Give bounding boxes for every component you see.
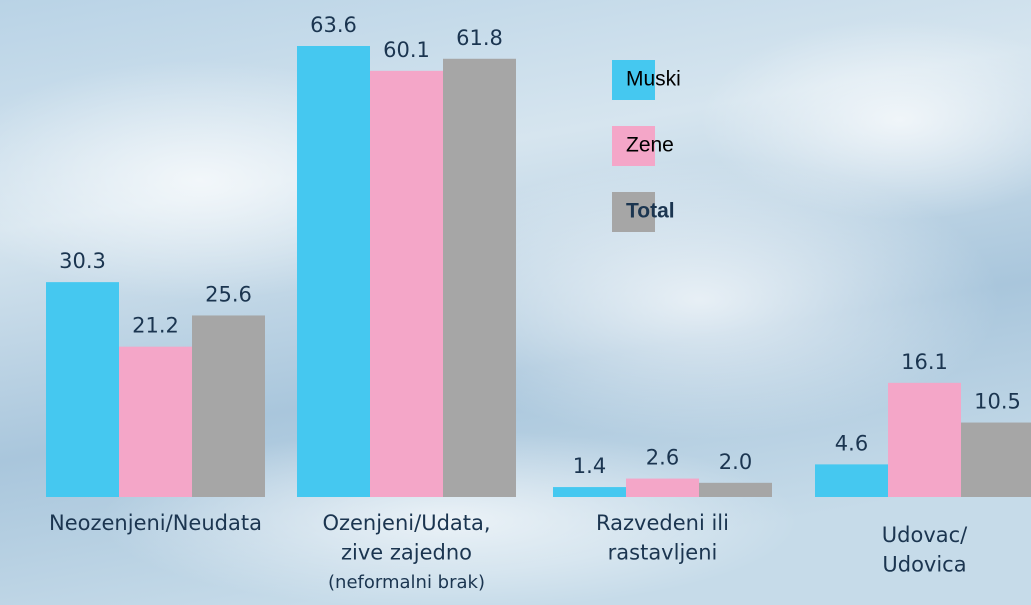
x-tick-label: Neozenjeni/Neudata bbox=[49, 511, 262, 535]
value-label: 2.6 bbox=[646, 446, 679, 470]
bar bbox=[815, 464, 888, 497]
value-label: 30.3 bbox=[59, 249, 106, 273]
bar bbox=[46, 282, 119, 497]
value-label: 10.5 bbox=[974, 390, 1021, 414]
x-tick-label: Razvedeni ili bbox=[596, 511, 729, 535]
bar bbox=[192, 315, 265, 497]
bar bbox=[961, 423, 1031, 497]
chart: 30.3 63.6 1.4 4.6 21.2 60.1 2.6 16.1 25.6 61.8 2.0… bbox=[0, 0, 1031, 605]
bar bbox=[699, 483, 772, 497]
bar bbox=[443, 59, 516, 497]
value-label: 25.6 bbox=[205, 282, 252, 306]
legend-label: Total bbox=[626, 200, 675, 223]
value-label: 4.6 bbox=[835, 431, 868, 455]
value-label: 2.0 bbox=[719, 450, 752, 474]
x-tick-label: Udovica bbox=[882, 553, 966, 577]
x-tick-label: Ozenjeni/Udata, bbox=[322, 511, 490, 535]
value-label: 61.8 bbox=[456, 26, 503, 50]
legend-label: Zene bbox=[626, 134, 674, 157]
value-label: 63.6 bbox=[310, 13, 357, 37]
bar bbox=[297, 46, 370, 497]
value-label: 60.1 bbox=[383, 38, 430, 62]
value-label: 1.4 bbox=[573, 454, 606, 478]
bar bbox=[626, 479, 699, 497]
value-label: 16.1 bbox=[901, 350, 948, 374]
x-tick-label: zive zajedno bbox=[341, 541, 472, 565]
bar bbox=[370, 71, 443, 497]
x-tick-label: Udovac/ bbox=[882, 523, 968, 547]
bar bbox=[119, 347, 192, 497]
x-tick-label: (neformalni brak) bbox=[328, 572, 485, 593]
value-label: 21.2 bbox=[132, 314, 179, 338]
x-tick-label: rastavljeni bbox=[608, 541, 718, 565]
bar bbox=[553, 487, 626, 497]
legend-label: Muski bbox=[626, 68, 681, 91]
bar bbox=[888, 383, 961, 497]
